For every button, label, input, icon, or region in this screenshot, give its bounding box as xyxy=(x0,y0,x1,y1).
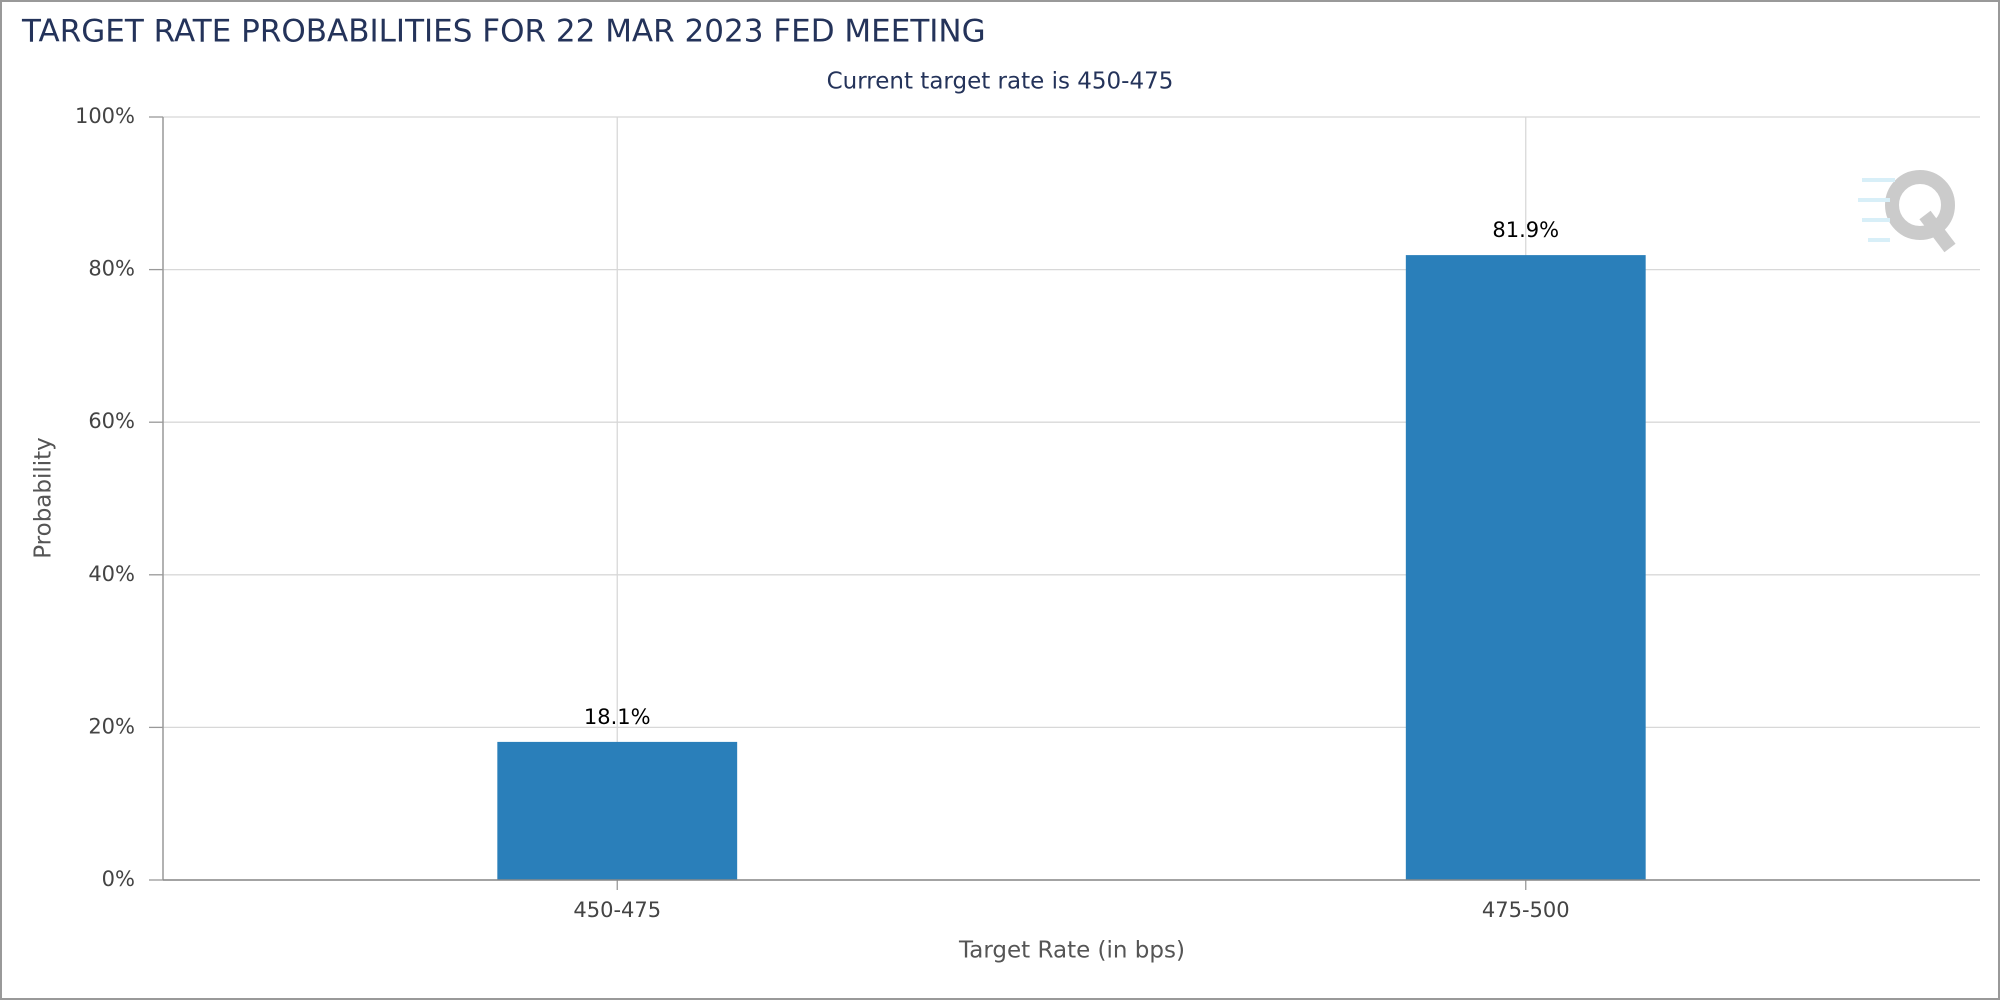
y-axis-title: Probability xyxy=(31,437,57,559)
y-tick-label: 40% xyxy=(88,562,135,586)
chart-title: TARGET RATE PROBABILITIES FOR 22 MAR 202… xyxy=(21,14,986,50)
bar xyxy=(497,741,738,880)
bar xyxy=(1405,255,1646,880)
y-tick-label: 0% xyxy=(102,867,135,891)
x-tick-label: 450-475 xyxy=(573,898,661,922)
chart-subtitle: Current target rate is 450-475 xyxy=(827,69,1174,95)
y-tick-label: 60% xyxy=(88,409,135,433)
value-label: 81.9% xyxy=(1492,218,1559,242)
logo xyxy=(1858,170,1956,253)
y-tick-label: 80% xyxy=(88,257,135,281)
y-tick-label: 100% xyxy=(75,104,135,128)
y-tick-label: 20% xyxy=(88,714,135,738)
value-label: 18.1% xyxy=(584,705,651,729)
x-axis-title: Target Rate (in bps) xyxy=(958,938,1185,964)
x-tick-label: 475-500 xyxy=(1482,898,1570,922)
